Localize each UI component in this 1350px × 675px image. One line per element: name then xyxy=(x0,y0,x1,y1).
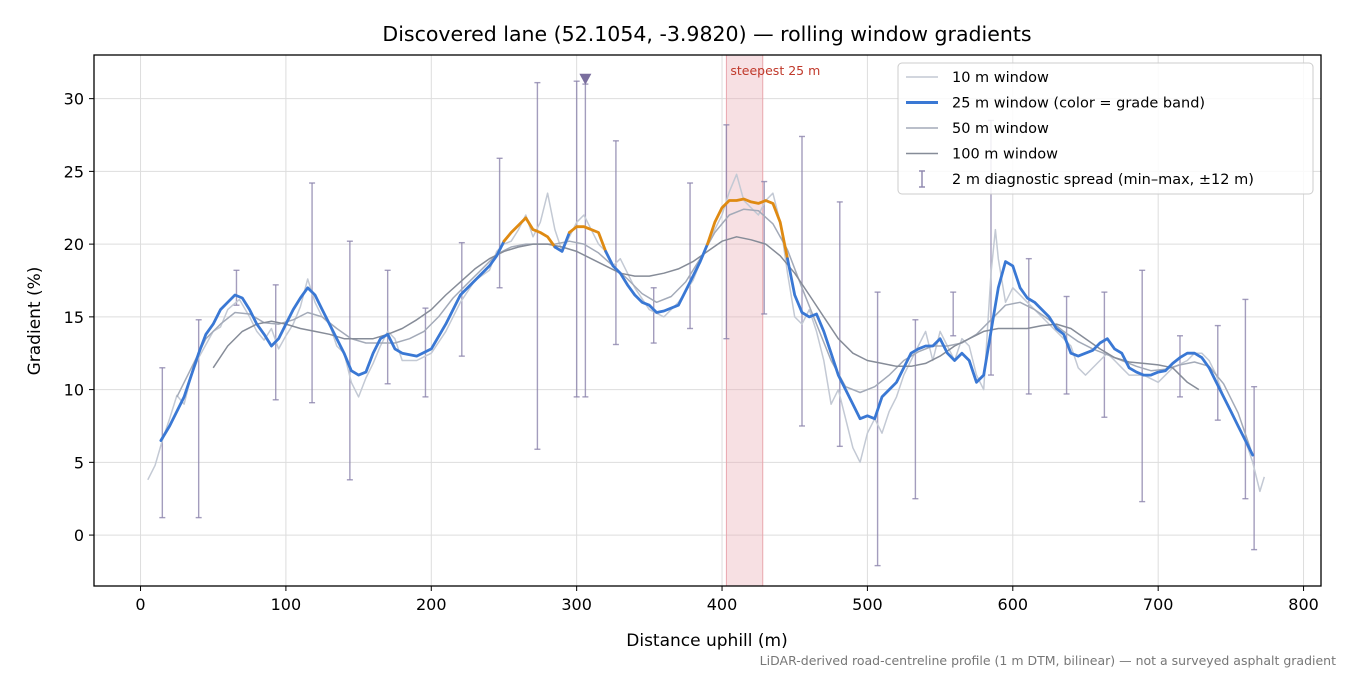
series-25m-line xyxy=(786,257,1255,457)
legend-label: 2 m diagnostic spread (min–max, ±12 m) xyxy=(952,172,1254,188)
series-50m-line xyxy=(176,208,1254,456)
x-axis: 0 100 200 300 400 500 600 700 800 xyxy=(135,586,1319,614)
series-100m-line xyxy=(212,236,1200,391)
series-25m-line xyxy=(159,239,506,442)
x-tick-label: 600 xyxy=(998,595,1029,614)
x-tick-label: 700 xyxy=(1143,595,1174,614)
steepest-band-label: steepest 25 m xyxy=(730,63,820,78)
error-bars xyxy=(159,80,1258,567)
y-tick-label: 0 xyxy=(74,526,84,545)
series-25m-line xyxy=(604,242,709,314)
plot-area xyxy=(93,54,1322,587)
legend-box xyxy=(897,62,1314,195)
series-25m-steep-segment xyxy=(706,197,789,261)
chart-title: Discovered lane (52.1054, -3.9820) — rol… xyxy=(382,22,1031,46)
y-tick-label: 30 xyxy=(64,90,84,109)
series-10m-line xyxy=(147,173,1266,493)
y-tick-label: 5 xyxy=(74,453,84,472)
x-tick-label: 500 xyxy=(852,595,883,614)
steepest-band-layer: steepest 25 m xyxy=(725,54,820,587)
steepest-band xyxy=(725,54,764,587)
series-25m-steep-segment xyxy=(568,225,608,253)
series-lines xyxy=(147,173,1266,493)
footnote: LiDAR-derived road-centreline profile (1… xyxy=(760,653,1336,668)
series-25m-line xyxy=(553,231,571,253)
x-tick-label: 200 xyxy=(416,595,447,614)
x-tick-label: 0 xyxy=(135,595,145,614)
series-25m-steep-segment xyxy=(502,216,557,249)
legend-label: 10 m window xyxy=(952,70,1049,86)
y-axis: 0 5 10 15 20 25 30 xyxy=(64,90,94,545)
legend-label: 100 m window xyxy=(952,147,1058,163)
legend: 10 m window 25 m window (color = grade ba… xyxy=(897,62,1314,195)
x-tick-label: 800 xyxy=(1288,595,1319,614)
legend-label: 50 m window xyxy=(952,121,1049,137)
y-tick-label: 10 xyxy=(64,381,84,400)
x-tick-label: 300 xyxy=(561,595,592,614)
x-tick-label: 100 xyxy=(271,595,302,614)
x-tick-label: 400 xyxy=(707,595,738,614)
y-tick-label: 20 xyxy=(64,235,84,254)
peak-marker xyxy=(579,73,592,85)
x-axis-title: Distance uphill (m) xyxy=(626,631,787,651)
y-axis-title: Gradient (%) xyxy=(25,267,45,376)
marker-layer xyxy=(579,73,592,85)
y-tick-label: 25 xyxy=(64,162,84,181)
y-tick-label: 15 xyxy=(64,308,84,327)
legend-label: 25 m window (color = grade band) xyxy=(952,96,1205,112)
